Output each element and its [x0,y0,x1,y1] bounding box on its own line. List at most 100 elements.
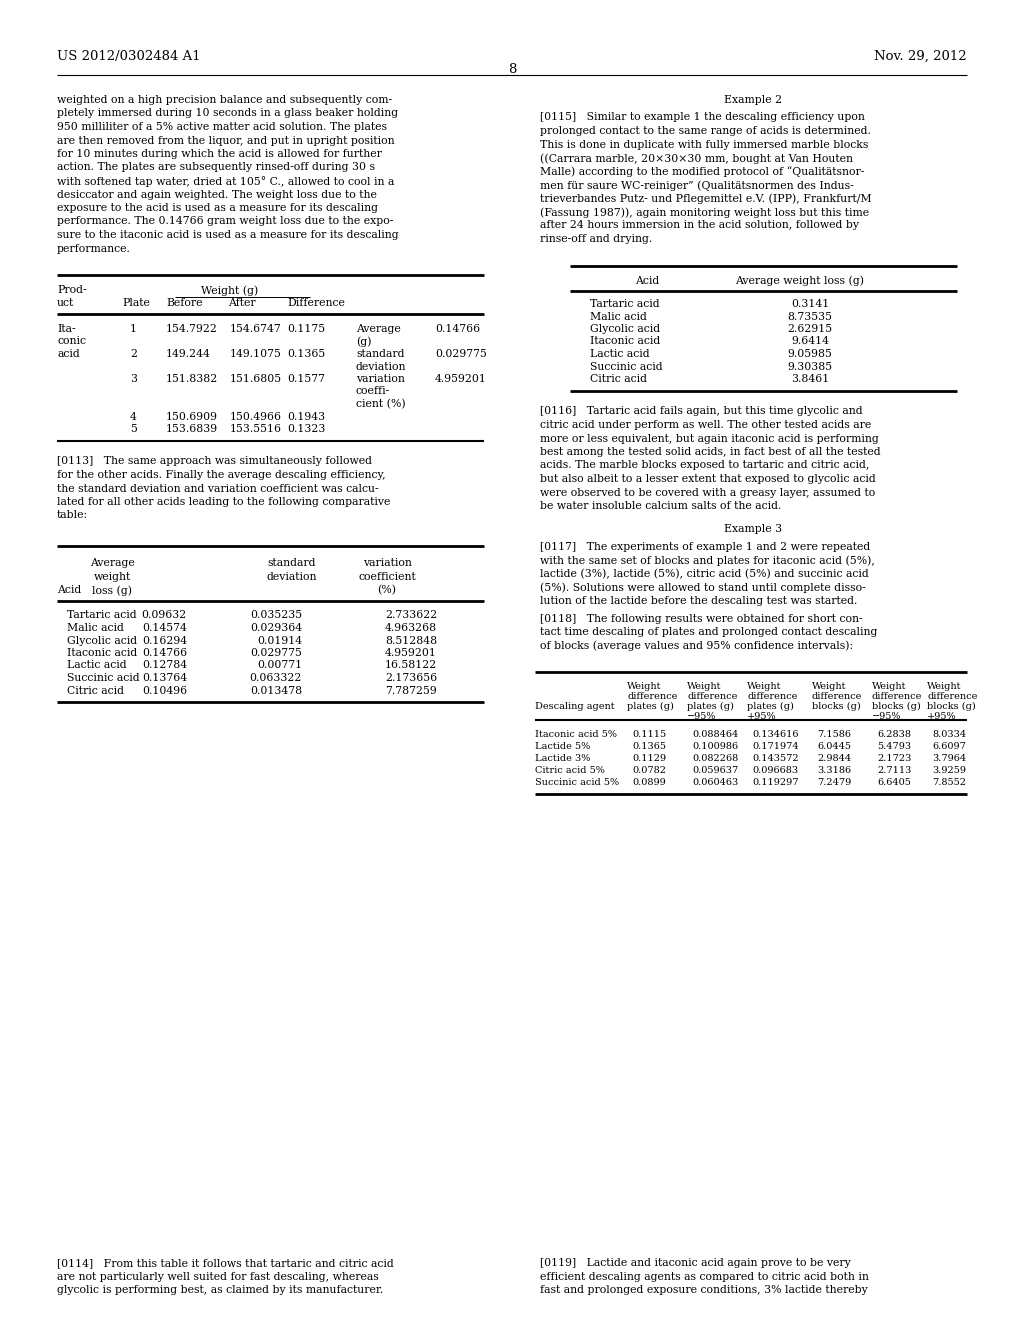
Text: plates (g): plates (g) [746,702,794,711]
Text: 3.9259: 3.9259 [932,766,966,775]
Text: 0.082268: 0.082268 [692,754,738,763]
Text: men für saure WC-reiniger” (Qualitätsnormen des Indus-: men für saure WC-reiniger” (Qualitätsnor… [540,180,854,190]
Text: Succinic acid: Succinic acid [67,673,139,682]
Text: 0.035235: 0.035235 [250,610,302,620]
Text: of blocks (average values and 95% confidence intervals):: of blocks (average values and 95% confid… [540,640,853,651]
Text: Example 2: Example 2 [724,95,782,106]
Text: standard: standard [356,348,404,359]
Text: 9.30385: 9.30385 [787,362,833,371]
Text: 0.063322: 0.063322 [250,673,302,682]
Text: [0116]   Tartaric acid fails again, but this time glycolic and: [0116] Tartaric acid fails again, but th… [540,407,862,417]
Text: 2.733622: 2.733622 [385,610,437,620]
Text: [0113]   The same approach was simultaneously followed: [0113] The same approach was simultaneou… [57,457,372,466]
Text: difference: difference [872,692,923,701]
Text: tact time descaling of plates and prolonged contact descaling: tact time descaling of plates and prolon… [540,627,878,638]
Text: Malic acid: Malic acid [67,623,124,634]
Text: weighted on a high precision balance and subsequently com-: weighted on a high precision balance and… [57,95,392,106]
Text: 7.8552: 7.8552 [932,777,966,787]
Text: but also albeit to a lesser extent that exposed to glycolic acid: but also albeit to a lesser extent that … [540,474,876,484]
Text: Ita-: Ita- [57,323,76,334]
Text: Weight: Weight [746,682,781,690]
Text: 0.060463: 0.060463 [692,777,738,787]
Text: 149.1075: 149.1075 [230,348,282,359]
Text: weight: weight [93,572,131,582]
Text: 7.2479: 7.2479 [817,777,851,787]
Text: Succinic acid 5%: Succinic acid 5% [535,777,620,787]
Text: conic: conic [57,337,86,346]
Text: best among the tested solid acids, in fact best of all the tested: best among the tested solid acids, in fa… [540,447,881,457]
Text: Malle) according to the modified protocol of “Qualitätsnor-: Malle) according to the modified protoco… [540,166,864,177]
Text: 0.0899: 0.0899 [632,777,666,787]
Text: deviation: deviation [266,572,317,582]
Text: 2.9844: 2.9844 [817,754,851,763]
Text: desiccator and again weighted. The weight loss due to the: desiccator and again weighted. The weigh… [57,190,377,199]
Text: Tartaric acid: Tartaric acid [590,300,659,309]
Text: difference: difference [746,692,798,701]
Text: 0.3141: 0.3141 [791,300,829,309]
Text: Lactide 3%: Lactide 3% [535,754,591,763]
Text: Acid: Acid [57,585,81,595]
Text: (%): (%) [378,585,396,595]
Text: 0.029775: 0.029775 [435,348,486,359]
Text: are then removed from the liquor, and put in upright position: are then removed from the liquor, and pu… [57,136,394,145]
Text: 3.8461: 3.8461 [791,374,829,384]
Text: performance.: performance. [57,243,131,253]
Text: Average weight loss (g): Average weight loss (g) [735,276,864,286]
Text: 0.1577: 0.1577 [287,374,325,384]
Text: Itaconic acid 5%: Itaconic acid 5% [535,730,617,739]
Text: −95%: −95% [687,711,717,721]
Text: 149.244: 149.244 [166,348,211,359]
Text: 0.01914: 0.01914 [257,635,302,645]
Text: 7.787259: 7.787259 [385,685,437,696]
Text: fast and prolonged exposure conditions, 3% lactide thereby: fast and prolonged exposure conditions, … [540,1284,867,1295]
Text: 4.959201: 4.959201 [385,648,437,657]
Text: difference: difference [627,692,677,701]
Text: This is done in duplicate with fully immersed marble blocks: This is done in duplicate with fully imm… [540,140,868,149]
Text: blocks (g): blocks (g) [872,702,921,711]
Text: coeffi-: coeffi- [356,387,390,396]
Text: Weight: Weight [627,682,662,690]
Text: 0.00771: 0.00771 [257,660,302,671]
Text: +95%: +95% [746,711,776,721]
Text: 2.173656: 2.173656 [385,673,437,682]
Text: 0.029775: 0.029775 [250,648,302,657]
Text: 6.2838: 6.2838 [877,730,911,739]
Text: 0.12784: 0.12784 [142,660,187,671]
Text: 9.6414: 9.6414 [791,337,829,346]
Text: 3.3186: 3.3186 [817,766,851,775]
Text: 0.1323: 0.1323 [287,424,326,434]
Text: 4: 4 [130,412,137,421]
Text: Acid: Acid [635,276,659,285]
Text: 0.09632: 0.09632 [141,610,187,620]
Text: Citric acid 5%: Citric acid 5% [535,766,605,775]
Text: 0.0782: 0.0782 [632,766,666,775]
Text: 0.134616: 0.134616 [752,730,799,739]
Text: 0.13764: 0.13764 [142,673,187,682]
Text: Weight (g): Weight (g) [202,285,259,296]
Text: efficient descaling agents as compared to citric acid both in: efficient descaling agents as compared t… [540,1271,869,1282]
Text: Before: Before [166,298,203,309]
Text: action. The plates are subsequently rinsed-off during 30 s: action. The plates are subsequently rins… [57,162,375,173]
Text: 0.059637: 0.059637 [692,766,738,775]
Text: US 2012/0302484 A1: US 2012/0302484 A1 [57,50,201,63]
Text: 950 milliliter of a 5% active matter acid solution. The plates: 950 milliliter of a 5% active matter aci… [57,121,387,132]
Text: glycolic is performing best, as claimed by its manufacturer.: glycolic is performing best, as claimed … [57,1284,383,1295]
Text: 151.6805: 151.6805 [230,374,283,384]
Text: 8.0334: 8.0334 [932,730,966,739]
Text: Weight: Weight [687,682,722,690]
Text: Lactic acid: Lactic acid [67,660,127,671]
Text: [0118]   The following results were obtained for short con-: [0118] The following results were obtain… [540,614,862,623]
Text: Citric acid: Citric acid [67,685,124,696]
Text: 0.100986: 0.100986 [692,742,738,751]
Text: with the same set of blocks and plates for itaconic acid (5%),: with the same set of blocks and plates f… [540,556,874,566]
Text: Prod-: Prod- [57,285,87,294]
Text: citric acid under perform as well. The other tested acids are: citric acid under perform as well. The o… [540,420,871,430]
Text: variation: variation [362,558,412,568]
Text: 151.8382: 151.8382 [166,374,218,384]
Text: (g): (g) [356,337,372,347]
Text: [0117]   The experiments of example 1 and 2 were repeated: [0117] The experiments of example 1 and … [540,543,870,552]
Text: 0.171974: 0.171974 [752,742,799,751]
Text: 0.1365: 0.1365 [287,348,326,359]
Text: for 10 minutes during which the acid is allowed for further: for 10 minutes during which the acid is … [57,149,382,158]
Text: 4.959201: 4.959201 [435,374,486,384]
